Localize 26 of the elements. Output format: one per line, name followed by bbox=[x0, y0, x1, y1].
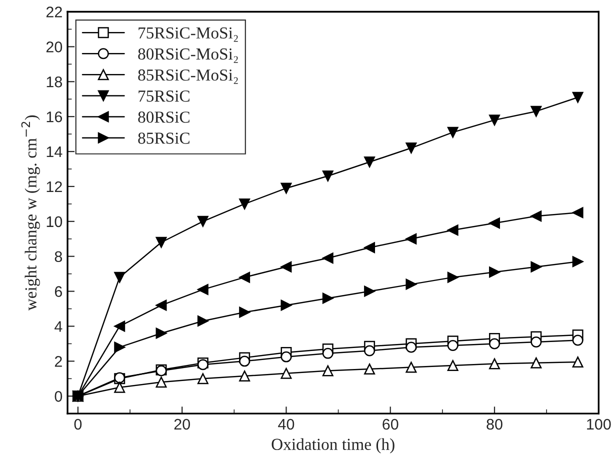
y-tick-label: 20 bbox=[46, 42, 62, 52]
y-tick-label: 2 bbox=[54, 356, 62, 367]
legend-label: 85RSiC-MoSi₂ bbox=[138, 69, 238, 84]
x-tick-label: 80 bbox=[486, 418, 502, 430]
y-axis-title: weight change w (mg. cm$^{−2}$) bbox=[21, 115, 40, 311]
y-tick-label: 18 bbox=[46, 76, 62, 88]
y-tick-label: 16 bbox=[46, 111, 62, 122]
y-tick-label: 14 bbox=[46, 146, 62, 158]
y-tick-label: 0 bbox=[54, 390, 62, 402]
legend-label: 80RSiC-MoSi₂ bbox=[138, 48, 238, 63]
x-tick-label: 100 bbox=[587, 418, 611, 430]
y-tick-label: 8 bbox=[54, 251, 62, 262]
x-tick-label: 20 bbox=[174, 418, 190, 430]
x-tick-label: 60 bbox=[382, 418, 398, 430]
x-tick-label: 0 bbox=[74, 418, 82, 430]
y-tick-label: 4 bbox=[54, 321, 62, 332]
legend-label: 75RSiC bbox=[138, 90, 190, 102]
x-tick-label: 40 bbox=[278, 418, 294, 430]
legend-label: 80RSiC bbox=[138, 112, 190, 123]
x-axis-title: Oxidation time (h) bbox=[272, 438, 394, 454]
legend-label: 75RSiC-MoSi₂ bbox=[138, 27, 238, 42]
y-tick-label: 10 bbox=[46, 216, 62, 228]
y-tick-label: 6 bbox=[54, 286, 62, 297]
y-tick-label: 22 bbox=[46, 6, 62, 18]
y-tick-label: 12 bbox=[46, 181, 62, 192]
legend-label: 85RSiC bbox=[138, 132, 190, 144]
